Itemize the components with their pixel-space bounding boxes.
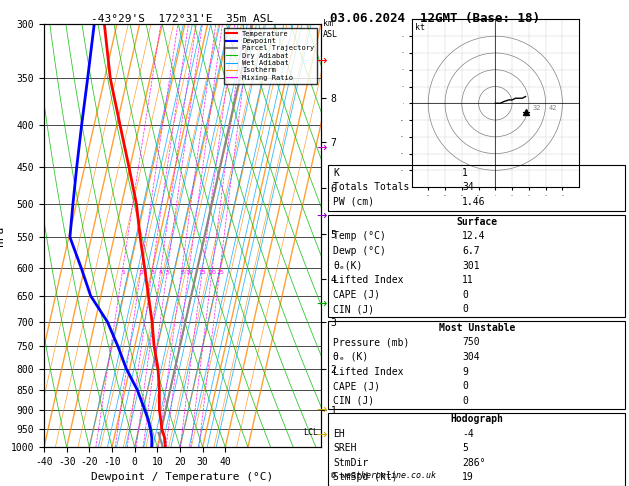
Text: -4: -4 <box>462 429 474 439</box>
Text: CAPE (J): CAPE (J) <box>333 381 381 391</box>
Text: CAPE (J): CAPE (J) <box>333 290 381 300</box>
Text: →: → <box>316 404 327 417</box>
Text: 301: 301 <box>462 260 480 271</box>
Text: 0: 0 <box>462 304 468 314</box>
Text: θₑ (K): θₑ (K) <box>333 352 369 362</box>
Legend: Temperature, Dewpoint, Parcel Trajectory, Dry Adiabat, Wet Adiabat, Isotherm, Mi: Temperature, Dewpoint, Parcel Trajectory… <box>223 28 317 84</box>
Text: Totals Totals: Totals Totals <box>333 182 409 192</box>
Text: 6.7: 6.7 <box>462 246 480 256</box>
Text: Hodograph: Hodograph <box>450 414 503 424</box>
Text: 11: 11 <box>462 275 474 285</box>
Text: 03.06.2024  12GMT (Base: 18): 03.06.2024 12GMT (Base: 18) <box>330 12 540 25</box>
Text: 15: 15 <box>199 270 206 275</box>
Text: 19: 19 <box>462 472 474 483</box>
Text: Lifted Index: Lifted Index <box>333 366 404 377</box>
Text: LCL: LCL <box>304 428 318 437</box>
Text: 34: 34 <box>462 182 474 192</box>
Text: 750: 750 <box>462 337 480 347</box>
Text: 286°: 286° <box>462 458 486 468</box>
Text: PW (cm): PW (cm) <box>333 197 374 207</box>
Text: km
ASL: km ASL <box>323 19 338 39</box>
Text: →: → <box>316 54 327 67</box>
Text: Most Unstable: Most Unstable <box>438 323 515 333</box>
Text: 2: 2 <box>139 270 143 275</box>
Text: © weatheronline.co.uk: © weatheronline.co.uk <box>331 471 437 480</box>
Text: →: → <box>316 142 327 155</box>
Text: 12.4: 12.4 <box>462 231 486 242</box>
Text: 20: 20 <box>208 270 216 275</box>
Text: CIN (J): CIN (J) <box>333 396 374 406</box>
Text: 0: 0 <box>462 381 468 391</box>
Text: 25: 25 <box>216 270 224 275</box>
Text: →: → <box>316 297 327 310</box>
Text: Dewp (°C): Dewp (°C) <box>333 246 386 256</box>
Text: 32: 32 <box>532 105 541 111</box>
Text: 0: 0 <box>462 290 468 300</box>
Text: kt: kt <box>415 22 425 32</box>
Text: →: → <box>316 429 327 441</box>
Text: 0: 0 <box>462 396 468 406</box>
Text: K: K <box>333 168 339 177</box>
Text: Temp (°C): Temp (°C) <box>333 231 386 242</box>
Text: 1: 1 <box>462 168 468 177</box>
Text: 5: 5 <box>165 270 170 275</box>
Text: 10: 10 <box>186 270 193 275</box>
Text: CIN (J): CIN (J) <box>333 304 374 314</box>
Text: 1.46: 1.46 <box>462 197 486 207</box>
Text: Surface: Surface <box>456 217 498 227</box>
X-axis label: Dewpoint / Temperature (°C): Dewpoint / Temperature (°C) <box>91 472 274 483</box>
Text: EH: EH <box>333 429 345 439</box>
Text: StmDir: StmDir <box>333 458 369 468</box>
Text: StmSpd (kt): StmSpd (kt) <box>333 472 398 483</box>
Text: 1: 1 <box>121 270 125 275</box>
Text: 5: 5 <box>462 443 468 453</box>
Y-axis label: hPa: hPa <box>0 226 5 246</box>
Text: θₑ(K): θₑ(K) <box>333 260 363 271</box>
Text: 304: 304 <box>462 352 480 362</box>
Text: Lifted Index: Lifted Index <box>333 275 404 285</box>
Text: 4: 4 <box>159 270 163 275</box>
Text: 3: 3 <box>150 270 155 275</box>
Text: →: → <box>316 210 327 223</box>
Text: 8: 8 <box>181 270 184 275</box>
Text: 9: 9 <box>462 366 468 377</box>
Text: Pressure (mb): Pressure (mb) <box>333 337 409 347</box>
Text: SREH: SREH <box>333 443 357 453</box>
Title: -43°29'S  172°31'E  35m ASL: -43°29'S 172°31'E 35m ASL <box>91 14 274 23</box>
Text: 42: 42 <box>549 105 557 111</box>
